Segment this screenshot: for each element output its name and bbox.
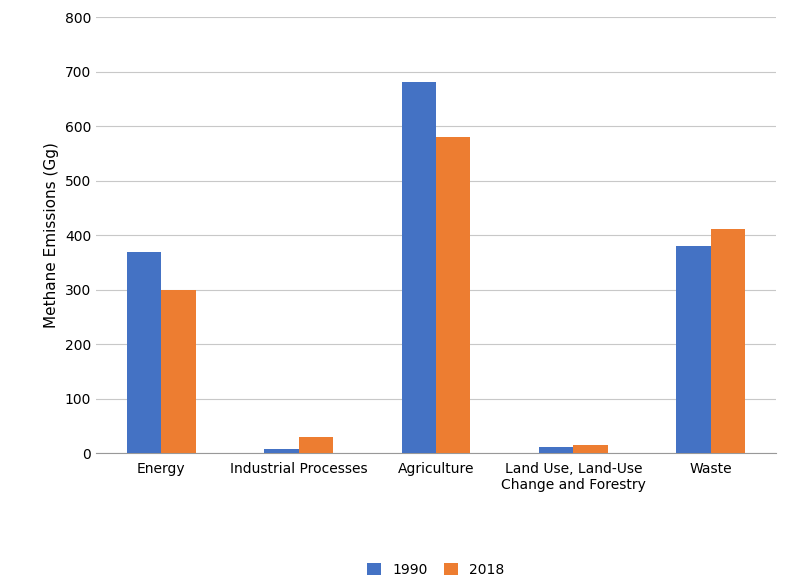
Bar xyxy=(677,246,710,453)
Bar xyxy=(539,447,574,453)
Legend: 1990, 2018: 1990, 2018 xyxy=(361,556,511,581)
Bar xyxy=(264,449,298,453)
Bar xyxy=(298,437,333,453)
Bar xyxy=(574,445,608,453)
Bar xyxy=(127,252,162,453)
Bar xyxy=(162,290,195,453)
Y-axis label: Methane Emissions (Gg): Methane Emissions (Gg) xyxy=(44,142,59,328)
Bar xyxy=(402,83,436,453)
Bar xyxy=(710,229,745,453)
Bar xyxy=(436,137,470,453)
